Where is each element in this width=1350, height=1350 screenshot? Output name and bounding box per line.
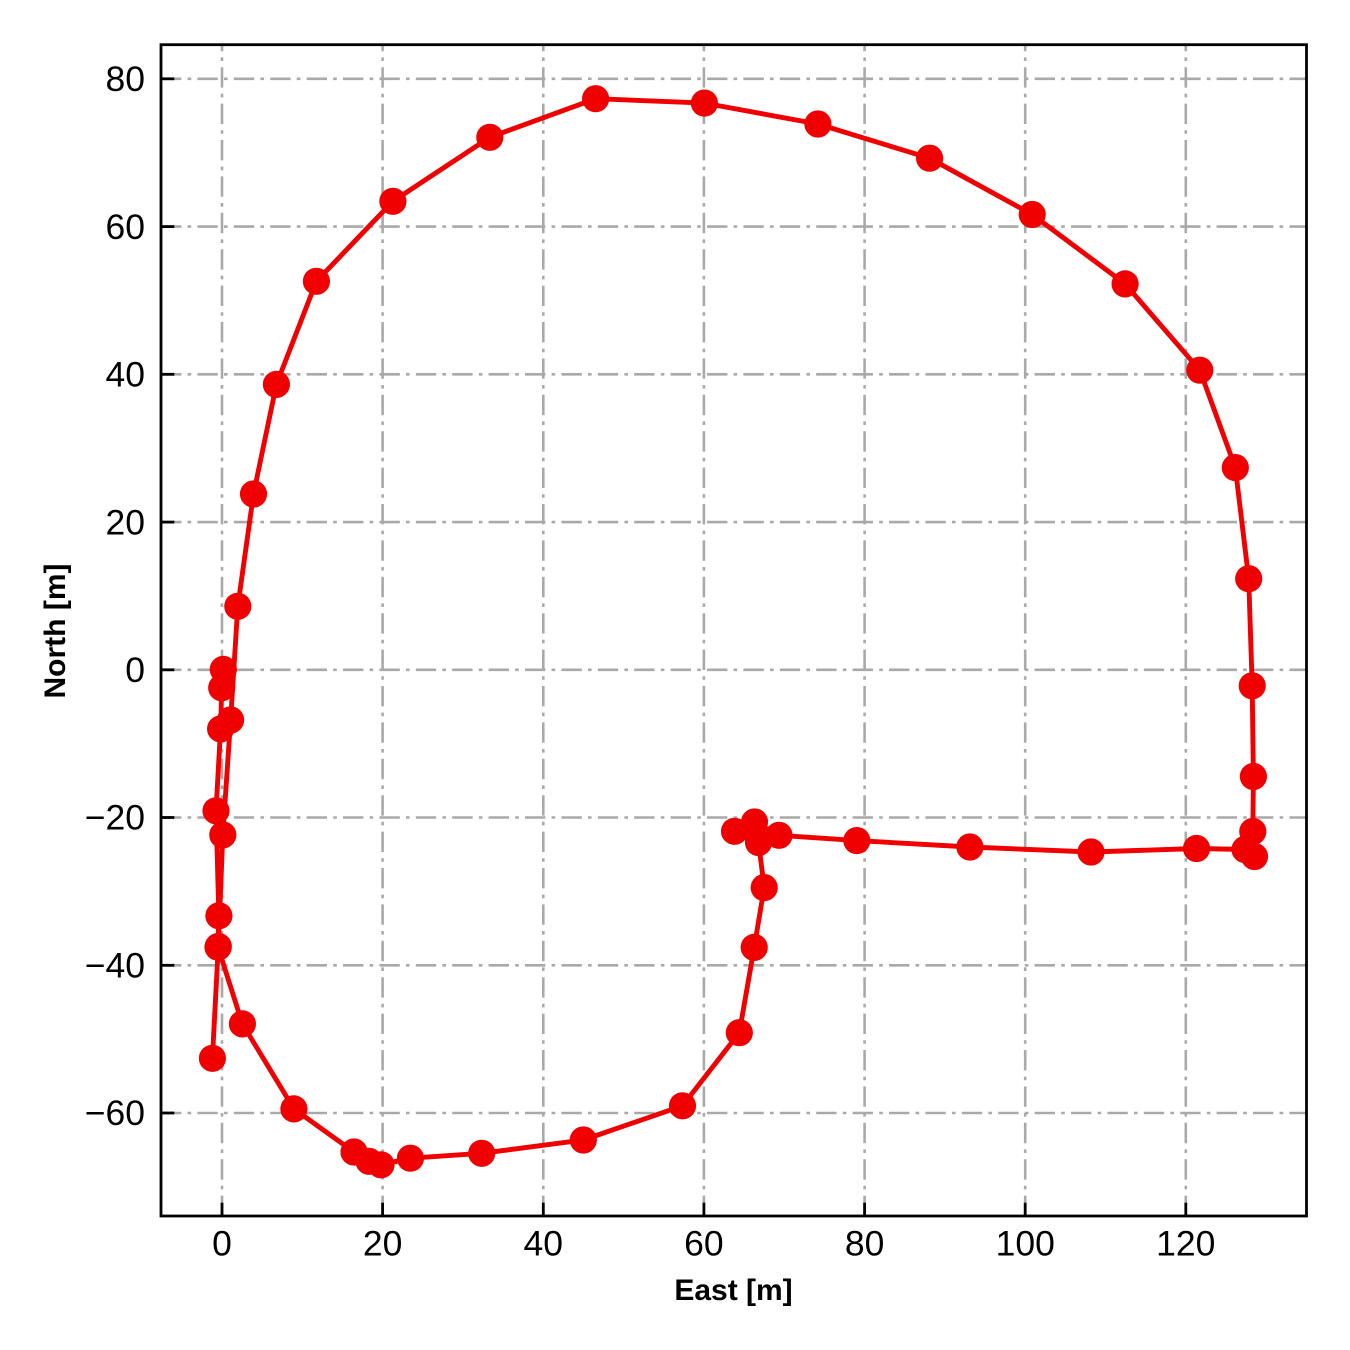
svg-text:−20: −20 — [85, 798, 145, 838]
svg-text:60: 60 — [684, 1224, 724, 1264]
svg-text:0: 0 — [212, 1224, 232, 1264]
svg-text:80: 80 — [106, 59, 146, 99]
svg-text:North [m]: North [m] — [39, 564, 72, 699]
svg-text:120: 120 — [1156, 1224, 1215, 1264]
svg-text:40: 40 — [524, 1224, 564, 1264]
svg-text:East [m]: East [m] — [674, 1274, 792, 1307]
svg-text:−60: −60 — [85, 1093, 145, 1133]
svg-text:80: 80 — [845, 1224, 885, 1264]
svg-text:−40: −40 — [85, 946, 145, 986]
svg-text:20: 20 — [106, 502, 146, 542]
svg-text:60: 60 — [106, 207, 146, 247]
svg-text:100: 100 — [996, 1224, 1055, 1264]
svg-text:20: 20 — [363, 1224, 403, 1264]
svg-text:40: 40 — [106, 355, 146, 395]
svg-text:0: 0 — [125, 650, 145, 690]
